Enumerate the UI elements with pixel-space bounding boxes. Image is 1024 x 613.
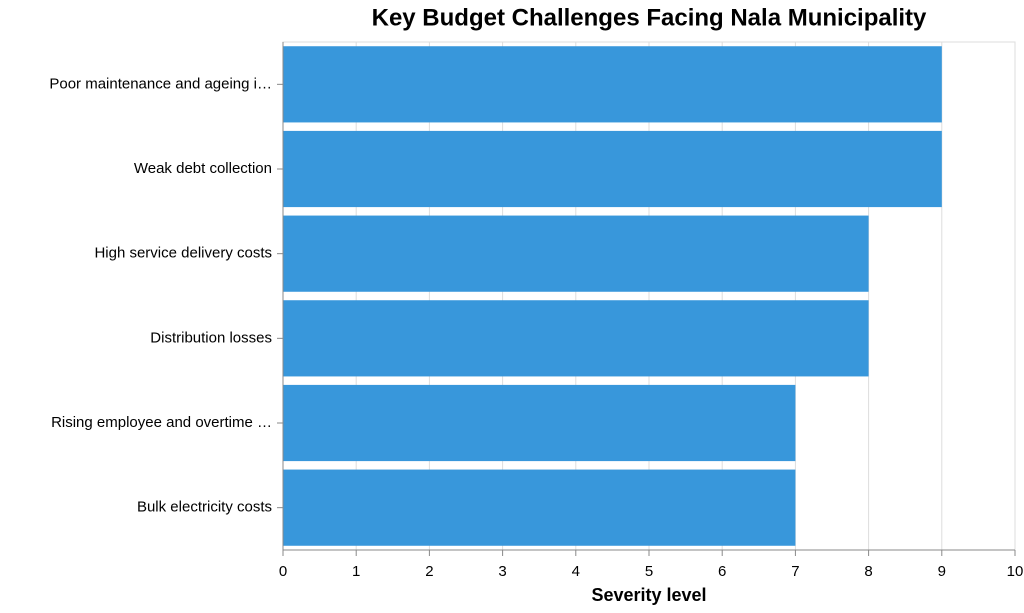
- bar: [283, 384, 796, 462]
- y-tick-label: Rising employee and overtime …: [51, 414, 272, 431]
- x-axis-title: Severity level: [591, 585, 706, 605]
- x-tick-label: 1: [352, 563, 360, 580]
- x-tick-label: 6: [718, 563, 726, 580]
- x-tick-label: 8: [864, 563, 872, 580]
- bar: [283, 46, 942, 123]
- bar: [283, 130, 942, 208]
- bar: [283, 300, 869, 377]
- x-tick-label: 9: [938, 563, 946, 580]
- x-tick-label: 4: [572, 563, 580, 580]
- y-tick-label: Poor maintenance and ageing i…: [49, 75, 272, 92]
- bar: [283, 215, 869, 292]
- x-tick-label: 0: [279, 563, 287, 580]
- x-tick-label: 3: [498, 563, 506, 580]
- x-tick-label: 10: [1007, 563, 1024, 580]
- chart-title: Key Budget Challenges Facing Nala Munici…: [372, 4, 927, 31]
- y-tick-label: Weak debt collection: [134, 160, 272, 177]
- y-tick-label: Distribution losses: [150, 329, 272, 346]
- x-tick-label: 2: [425, 563, 433, 580]
- y-tick-label: Bulk electricity costs: [137, 499, 272, 516]
- x-tick-label: 7: [791, 563, 799, 580]
- bar: [283, 469, 796, 546]
- y-tick-label: High service delivery costs: [94, 245, 272, 262]
- x-tick-label: 5: [645, 563, 653, 580]
